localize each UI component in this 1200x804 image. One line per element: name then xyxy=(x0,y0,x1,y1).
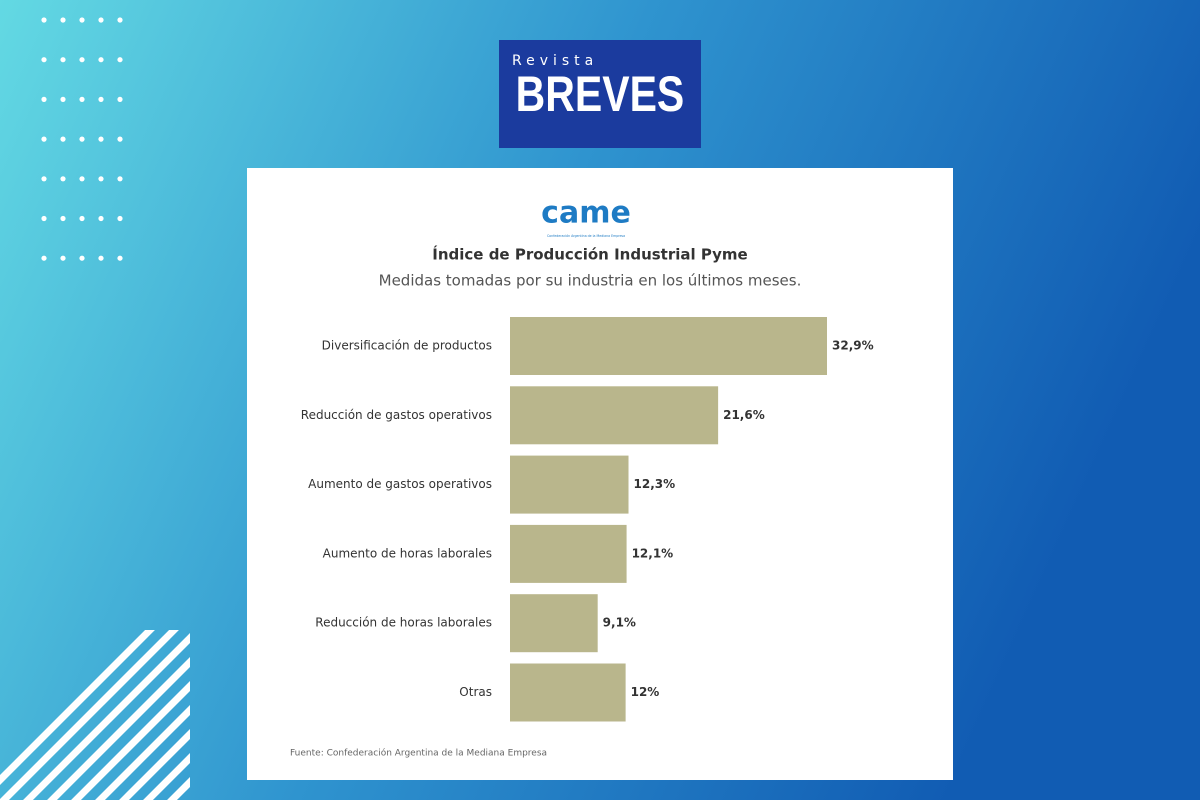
value-label: 12,1% xyxy=(632,546,674,560)
brand-box xyxy=(499,40,701,148)
dot xyxy=(41,17,47,23)
dot xyxy=(41,255,47,261)
dot xyxy=(41,96,47,102)
dot xyxy=(79,136,85,142)
logo-tagline: Confederación Argentina de la Mediana Em… xyxy=(547,234,625,238)
dot xyxy=(117,215,123,222)
stripe xyxy=(0,630,155,785)
dot xyxy=(79,96,85,102)
stripe xyxy=(0,630,179,800)
bar xyxy=(510,386,719,445)
dot xyxy=(79,255,85,261)
dot xyxy=(41,57,47,63)
dot xyxy=(60,176,66,182)
dot xyxy=(117,176,123,182)
dot xyxy=(79,176,85,182)
dot xyxy=(117,96,123,102)
dot xyxy=(60,215,66,222)
dot xyxy=(98,176,104,182)
category-label: Reducción de horas laborales xyxy=(315,616,492,630)
stripe xyxy=(143,753,190,800)
stripe xyxy=(23,633,190,800)
stripe xyxy=(95,705,190,800)
dot xyxy=(60,136,66,142)
dot xyxy=(98,136,104,142)
bar xyxy=(510,455,629,514)
brand-small: Revista xyxy=(512,53,598,69)
value-label: 21,6% xyxy=(723,408,765,422)
value-label: 12,3% xyxy=(634,477,676,491)
bar xyxy=(510,663,626,722)
value-label: 12% xyxy=(631,685,660,699)
dot xyxy=(98,57,104,63)
value-label: 9,1% xyxy=(603,616,636,630)
source: Fuente: Confederación Argentina de la Me… xyxy=(290,748,547,759)
category-label: Reducción de gastos operativos xyxy=(301,408,492,422)
brand: BREVES xyxy=(516,66,685,122)
dot xyxy=(60,255,66,261)
dot xyxy=(117,57,123,63)
dot xyxy=(79,17,85,23)
value-label: 32,9% xyxy=(832,339,874,353)
bar xyxy=(510,594,598,653)
category-label: Aumento de horas laborales xyxy=(323,546,492,560)
dot xyxy=(117,136,123,142)
dot-pattern xyxy=(41,17,123,261)
bar xyxy=(510,317,827,375)
bar xyxy=(510,524,627,583)
category-label: Aumento de gastos operativos xyxy=(308,477,492,491)
dot xyxy=(60,17,66,23)
category-label: Diversificación de productos xyxy=(322,339,492,353)
dot xyxy=(98,255,104,261)
chart-subtitle: Medidas tomadas por su industria en los … xyxy=(379,272,802,290)
dot xyxy=(79,57,85,63)
chart-title: Índice de Producción Industrial Pyme xyxy=(432,245,747,264)
dot xyxy=(117,17,123,23)
plot: Diversificación de productos 32,9% Reducci… xyxy=(301,317,874,722)
dot xyxy=(117,255,123,261)
dot xyxy=(60,57,66,63)
stripe xyxy=(47,657,190,800)
logo-name: came xyxy=(541,196,631,231)
dot xyxy=(98,215,104,222)
dot xyxy=(98,17,104,23)
dot xyxy=(41,176,47,182)
dot xyxy=(41,215,47,222)
stripe xyxy=(71,681,190,800)
dot xyxy=(98,96,104,102)
stripe xyxy=(167,777,190,800)
stripe-pattern xyxy=(0,630,190,800)
dot xyxy=(79,215,85,222)
dot xyxy=(41,136,47,142)
dot xyxy=(60,96,66,102)
category-label: Otras xyxy=(459,685,492,699)
stripe xyxy=(119,729,190,800)
